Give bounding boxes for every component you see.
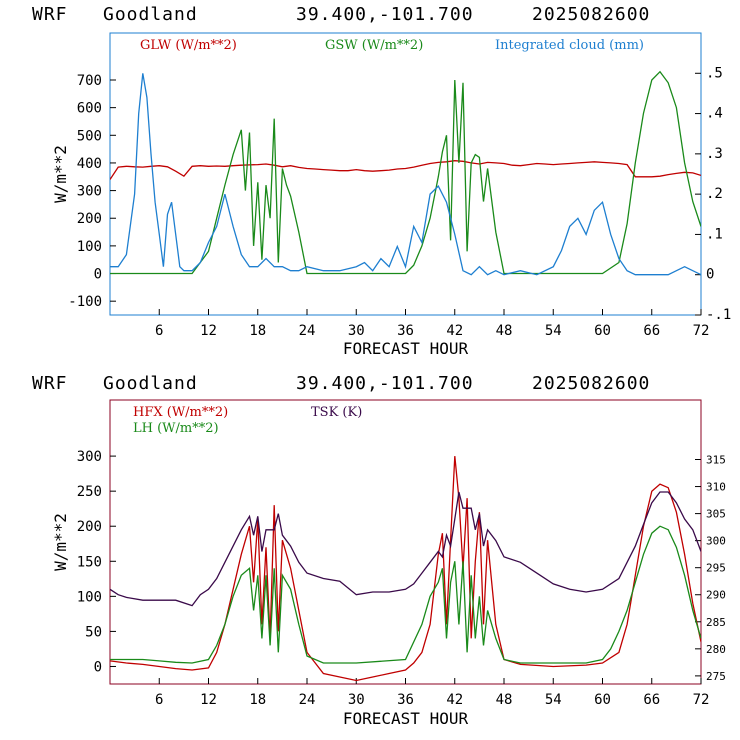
y2-tick-label: .2 <box>706 186 723 202</box>
x-tick-label: 6 <box>155 323 163 339</box>
x-tick-label: 66 <box>643 323 660 339</box>
y2-tick-label: 280 <box>706 643 726 656</box>
y2-tick-label: 0 <box>706 267 714 283</box>
plot-frame <box>109 399 702 685</box>
y2-tick-label: 300 <box>706 535 726 548</box>
series-line-gsw <box>110 70 701 275</box>
y2-tick-label: .1 <box>706 226 723 242</box>
x-tick-label: 6 <box>155 692 163 708</box>
y-tick-label: 400 <box>77 156 102 172</box>
x-tick-label: 36 <box>397 692 414 708</box>
x-tick-label: 42 <box>446 692 463 708</box>
x-tick-label: 72 <box>693 692 710 708</box>
header-init-time: 2025082600 <box>532 4 650 25</box>
x-tick-label: 30 <box>348 692 365 708</box>
y-tick-label: 0 <box>94 659 102 675</box>
x-tick-label: 42 <box>446 323 463 339</box>
series-line-tsk <box>110 491 701 607</box>
y2-tick-label: 310 <box>706 481 726 494</box>
header-site: Goodland <box>103 373 198 394</box>
x-tick-label: 24 <box>299 692 316 708</box>
x-tick-label: 72 <box>693 323 710 339</box>
x-tick-label: 36 <box>397 323 414 339</box>
y2-tick-label: 290 <box>706 589 726 602</box>
legend-entry: LH (W/m**2) <box>133 421 219 436</box>
y2-tick-label: .5 <box>706 65 723 81</box>
series-line-integrated <box>110 73 701 276</box>
y-tick-label: 200 <box>77 211 102 227</box>
y-tick-label: 300 <box>77 184 102 200</box>
y-tick-label: 100 <box>77 239 102 255</box>
y2-tick-label: 295 <box>706 562 726 575</box>
legend-entry: HFX (W/m**2) <box>133 405 228 420</box>
series-line-lh <box>110 525 701 664</box>
legend-entry: GLW (W/m**2) <box>140 38 237 53</box>
y-tick-label: 200 <box>77 519 102 535</box>
y-tick-label: 600 <box>77 101 102 117</box>
x-axis-label: FORECAST HOUR <box>343 709 469 728</box>
header-init-time: 2025082600 <box>532 373 650 394</box>
legend-entry: GSW (W/m**2) <box>325 38 423 53</box>
x-tick-label: 24 <box>299 323 316 339</box>
x-tick-label: 18 <box>249 323 266 339</box>
x-tick-label: 60 <box>594 323 611 339</box>
legend-entry: TSK (K) <box>311 405 362 420</box>
y-tick-label: 100 <box>77 589 102 605</box>
y-tick-label: 150 <box>77 554 102 570</box>
x-tick-label: 66 <box>643 692 660 708</box>
x-tick-label: 54 <box>545 692 562 708</box>
legend-entry: Integrated cloud (mm) <box>495 38 644 53</box>
y2-tick-label: .4 <box>706 106 723 122</box>
y2-tick-label: 315 <box>706 454 726 467</box>
x-tick-label: 54 <box>545 323 562 339</box>
header-model: WRF <box>32 373 68 394</box>
y-axis-label: W/m**2 <box>51 145 70 203</box>
x-tick-label: 48 <box>496 323 513 339</box>
y2-tick-label: -.1 <box>706 307 731 323</box>
y-tick-label: 0 <box>94 267 102 283</box>
header-model: WRF <box>32 4 68 25</box>
header-site: Goodland <box>103 4 198 25</box>
y-axis-label: W/m**2 <box>51 513 70 571</box>
y2-tick-label: 305 <box>706 508 726 521</box>
series-line-glw <box>110 160 701 180</box>
y2-tick-label: 275 <box>706 670 726 683</box>
series-line-hfx <box>110 456 701 682</box>
y-tick-label: 50 <box>85 624 102 640</box>
y-tick-label: 250 <box>77 484 102 500</box>
y-tick-label: 300 <box>77 449 102 465</box>
y2-tick-label: 285 <box>706 616 726 629</box>
x-tick-label: 60 <box>594 692 611 708</box>
y-tick-label: -100 <box>68 294 102 310</box>
x-axis-label: FORECAST HOUR <box>343 339 469 358</box>
y-tick-label: 500 <box>77 128 102 144</box>
x-tick-label: 18 <box>249 692 266 708</box>
header-coords: 39.400,-101.700 <box>296 4 474 25</box>
x-tick-label: 48 <box>496 692 513 708</box>
x-tick-label: 12 <box>200 323 217 339</box>
x-tick-label: 30 <box>348 323 365 339</box>
x-tick-label: 12 <box>200 692 217 708</box>
y2-tick-label: .3 <box>706 146 723 162</box>
y-tick-label: 700 <box>77 73 102 89</box>
header-coords: 39.400,-101.700 <box>296 373 474 394</box>
